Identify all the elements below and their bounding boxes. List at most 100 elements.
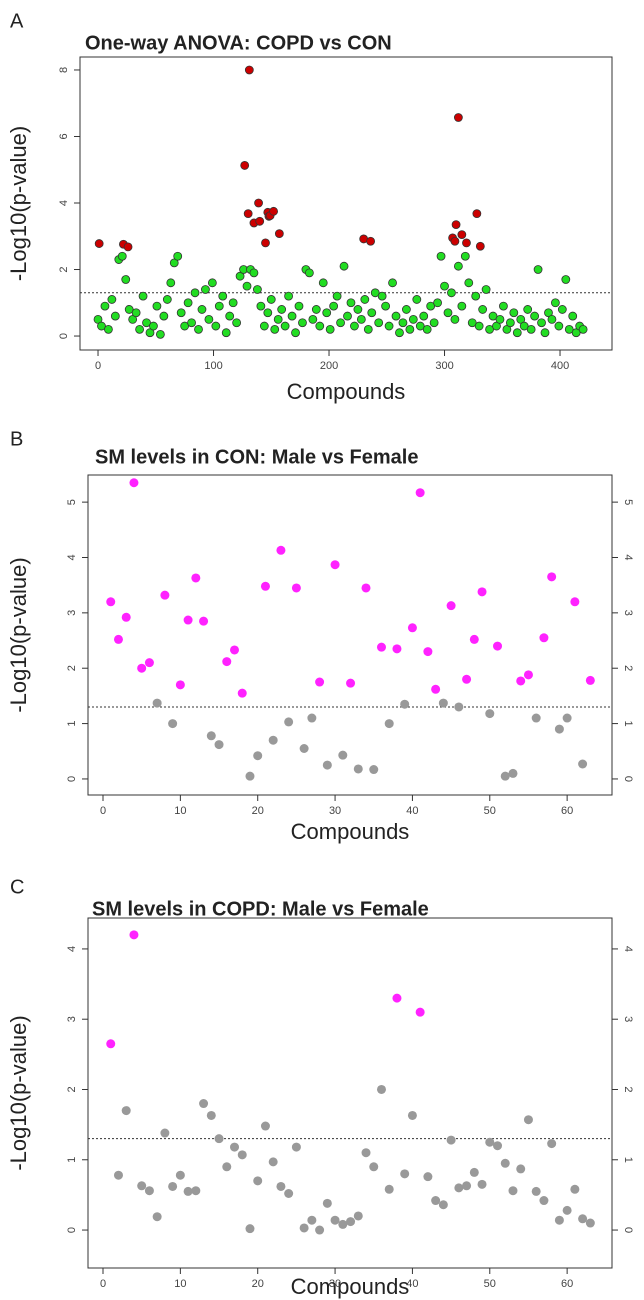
point <box>454 1183 464 1193</box>
point <box>222 657 232 667</box>
point <box>284 717 294 727</box>
point <box>499 301 508 311</box>
y-tick-label-right: 0 <box>622 1227 634 1233</box>
x-tick-label: 100 <box>204 360 222 372</box>
y-tick-label: 0 <box>66 776 78 782</box>
y-axis-label: -Log10(p-value) <box>6 1015 31 1170</box>
point <box>485 324 494 334</box>
y-tick-label: 0 <box>66 1227 78 1233</box>
point <box>199 1099 209 1109</box>
point <box>500 771 510 781</box>
point <box>338 1219 348 1229</box>
point <box>481 285 491 294</box>
point <box>97 321 106 331</box>
point <box>194 324 203 334</box>
point <box>322 308 332 318</box>
point <box>369 765 379 775</box>
point <box>363 324 373 334</box>
point <box>206 731 216 741</box>
point <box>291 583 301 593</box>
point <box>585 675 595 685</box>
point <box>113 634 123 644</box>
point <box>180 321 190 331</box>
point <box>477 1179 487 1189</box>
point <box>214 740 224 750</box>
point <box>554 1215 564 1225</box>
point <box>485 709 495 719</box>
point <box>400 1169 410 1179</box>
point <box>343 311 352 321</box>
point <box>523 305 533 314</box>
point <box>254 198 263 208</box>
point <box>493 1141 503 1151</box>
point <box>308 315 318 324</box>
x-tick-label: 0 <box>100 805 106 817</box>
point <box>330 560 340 570</box>
point <box>531 713 541 723</box>
point <box>214 1134 224 1144</box>
y-tick-label: 4 <box>66 946 78 952</box>
y-tick-label-right: 2 <box>622 1086 634 1092</box>
point <box>284 1189 294 1199</box>
point <box>360 295 370 304</box>
point <box>551 298 560 308</box>
point <box>475 241 485 251</box>
point <box>294 301 304 311</box>
point <box>509 308 519 318</box>
point <box>400 699 410 709</box>
point <box>547 315 557 324</box>
point <box>240 161 250 170</box>
point <box>168 1181 178 1191</box>
y-tick-label: 0 <box>58 333 70 339</box>
point <box>315 677 325 687</box>
y-tick-label-right: 3 <box>622 1016 634 1022</box>
chart-title: SM levels in CON: Male vs Female <box>95 446 418 468</box>
point <box>369 1162 379 1172</box>
point <box>191 573 201 583</box>
point <box>350 321 359 331</box>
point <box>155 329 165 339</box>
point <box>436 251 446 261</box>
point <box>211 321 221 331</box>
panel-label: B <box>10 428 23 450</box>
point <box>440 281 449 291</box>
point <box>407 1110 417 1120</box>
point <box>526 324 536 334</box>
point <box>173 251 183 261</box>
point <box>450 236 460 246</box>
y-tick-label-right: 1 <box>622 721 634 727</box>
point <box>237 688 247 698</box>
point <box>339 261 349 271</box>
point <box>107 295 117 304</box>
point <box>539 1196 549 1206</box>
x-tick-label: 10 <box>174 1278 186 1290</box>
point <box>384 321 394 331</box>
x-axis-label: Compounds <box>291 1274 410 1299</box>
x-tick-label: 200 <box>320 360 338 372</box>
point <box>199 616 209 626</box>
point <box>190 288 200 298</box>
point <box>500 1158 510 1168</box>
point <box>249 268 259 278</box>
point <box>395 328 404 338</box>
point <box>277 305 287 314</box>
point <box>261 238 270 248</box>
point <box>214 301 224 311</box>
y-tick-label-right: 3 <box>622 610 634 616</box>
point <box>121 612 131 622</box>
point <box>225 311 235 321</box>
chart-title: One-way ANOVA: COPD vs CON <box>85 32 392 54</box>
point <box>166 278 176 288</box>
point <box>311 305 321 314</box>
point <box>415 1007 425 1017</box>
y-tick-label: 2 <box>58 266 70 272</box>
point <box>230 1142 240 1152</box>
point <box>191 1186 201 1196</box>
point <box>183 298 193 308</box>
point <box>533 265 543 274</box>
x-tick-label: 20 <box>252 805 264 817</box>
point <box>419 311 429 321</box>
point <box>450 315 460 324</box>
point <box>222 1162 232 1172</box>
